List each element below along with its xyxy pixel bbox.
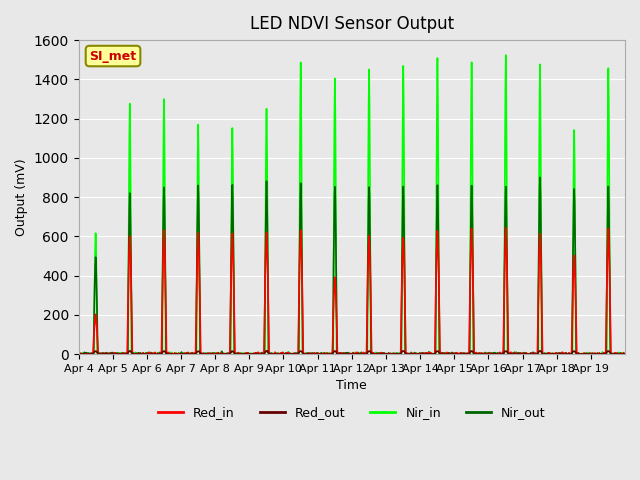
Red_in bbox=[75, 351, 83, 357]
Nir_out bbox=[75, 351, 83, 357]
Nir_out bbox=[75, 351, 83, 357]
Nir_in bbox=[442, 351, 449, 357]
Red_out bbox=[471, 351, 479, 357]
Red_in bbox=[390, 350, 397, 356]
Red_out bbox=[102, 351, 109, 357]
Nir_out bbox=[390, 351, 398, 357]
Nir_out bbox=[372, 351, 380, 357]
Red_in bbox=[502, 225, 509, 230]
Nir_out bbox=[621, 351, 629, 357]
Red_out bbox=[369, 351, 376, 357]
Nir_in bbox=[102, 351, 109, 357]
Nir_in bbox=[390, 351, 398, 357]
Nir_out bbox=[536, 175, 544, 180]
Line: Red_in: Red_in bbox=[79, 228, 625, 354]
Nir_in bbox=[372, 349, 380, 355]
Nir_out bbox=[471, 351, 479, 357]
X-axis label: Time: Time bbox=[337, 379, 367, 392]
Line: Nir_in: Nir_in bbox=[79, 55, 625, 354]
Text: SI_met: SI_met bbox=[90, 49, 136, 62]
Title: LED NDVI Sensor Output: LED NDVI Sensor Output bbox=[250, 15, 454, 33]
Legend: Red_in, Red_out, Nir_in, Nir_out: Red_in, Red_out, Nir_in, Nir_out bbox=[153, 401, 550, 424]
Nir_out bbox=[102, 351, 109, 357]
Red_out bbox=[75, 351, 83, 357]
Red_in bbox=[621, 351, 629, 357]
Y-axis label: Output (mV): Output (mV) bbox=[15, 158, 28, 236]
Nir_out bbox=[369, 350, 376, 356]
Red_out bbox=[262, 348, 270, 354]
Red_in bbox=[368, 351, 376, 357]
Line: Red_out: Red_out bbox=[79, 351, 625, 354]
Nir_in bbox=[502, 52, 509, 58]
Nir_in bbox=[471, 351, 479, 357]
Red_out bbox=[442, 351, 449, 357]
Red_in bbox=[372, 351, 380, 357]
Red_in bbox=[102, 351, 109, 357]
Red_in bbox=[441, 351, 449, 357]
Line: Nir_out: Nir_out bbox=[79, 178, 625, 354]
Red_in bbox=[471, 350, 479, 356]
Nir_in bbox=[621, 351, 629, 357]
Nir_out bbox=[442, 351, 449, 357]
Red_out bbox=[621, 351, 629, 357]
Red_out bbox=[372, 351, 380, 357]
Red_out bbox=[390, 351, 398, 357]
Nir_in bbox=[369, 351, 376, 357]
Nir_in bbox=[75, 351, 83, 357]
Nir_in bbox=[75, 351, 83, 357]
